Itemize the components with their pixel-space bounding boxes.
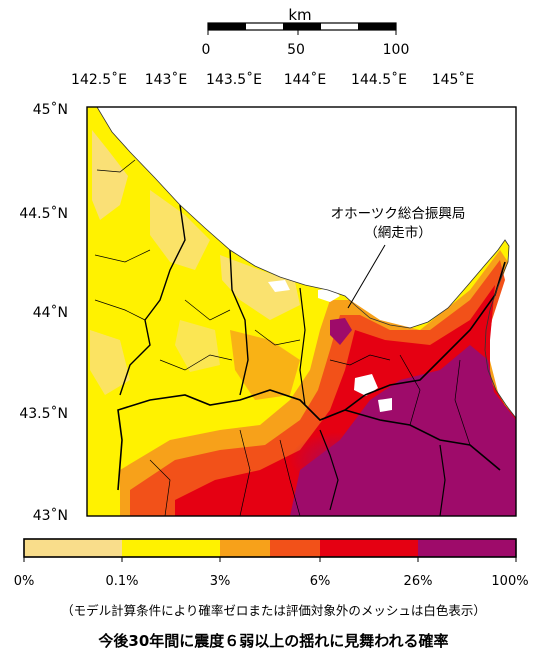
latitude-label: 44˚N	[33, 304, 68, 321]
excluded-area	[378, 398, 392, 412]
legend-swatch	[24, 539, 122, 557]
annotation-city-name: （網走市）	[364, 224, 432, 241]
longitude-label: 143.5˚E	[206, 71, 262, 88]
legend-tick-label: 3%	[210, 574, 231, 589]
scale-bar: km 0 50 100	[202, 6, 410, 58]
map-frame	[86, 106, 517, 517]
longitude-label: 145˚E	[432, 71, 475, 88]
longitude-label: 143˚E	[145, 71, 188, 88]
caption-title: 今後30年間に震度６弱以上の揺れに見舞われる確率	[98, 632, 449, 650]
latitude-labels: 45˚N 44.5˚N 44˚N 43.5˚N 43˚N	[19, 101, 68, 524]
scale-bar-segment	[283, 23, 321, 30]
hazard-map	[87, 107, 516, 516]
low-probability-zone	[92, 130, 128, 220]
scale-tick-label: 50	[287, 42, 305, 58]
latitude-label: 44.5˚N	[19, 205, 68, 222]
latitude-label: 45˚N	[33, 101, 68, 118]
legend-tick-label: 100%	[491, 574, 528, 589]
low-probability-zone	[150, 190, 210, 270]
longitude-label: 144˚E	[284, 71, 327, 88]
legend-swatch	[220, 539, 270, 557]
excluded-area	[354, 374, 378, 396]
legend-tick-label: 26%	[404, 574, 433, 589]
maximum-probability-zone	[290, 432, 390, 488]
longitude-label: 142.5˚E	[71, 71, 127, 88]
scale-unit-label: km	[288, 6, 311, 24]
legend-swatch	[122, 539, 220, 557]
longitude-labels: 142.5˚E 143˚E 143.5˚E 144˚E 144.5˚E 145˚…	[71, 71, 474, 88]
legend-tick-label: 0.1%	[105, 574, 138, 589]
legend-frame	[23, 538, 517, 558]
city-annotation: オホーツク総合振興局 （網走市）	[331, 206, 466, 309]
caption-note: （モデル計算条件により確率ゼロまたは評価対象外のメッシュは白色表示）	[61, 603, 486, 618]
scale-bar-segment	[208, 23, 246, 30]
annotation-leader-line	[347, 244, 386, 309]
excluded-area	[318, 288, 340, 302]
scale-bar-segment	[358, 23, 396, 30]
latitude-label: 43.5˚N	[19, 405, 68, 422]
maximum-probability-zone	[330, 318, 352, 345]
low-probability-zone	[90, 330, 130, 395]
latitude-label: 43˚N	[33, 507, 68, 524]
legend-colorbar: 0% 0.1% 3% 6% 26% 100%	[14, 538, 529, 589]
longitude-label: 144.5˚E	[351, 71, 407, 88]
low-probability-zone	[220, 255, 300, 320]
scale-tick-label: 100	[383, 42, 410, 58]
legend-tick-label: 6%	[310, 574, 331, 589]
legend-tick-label: 0%	[14, 574, 35, 589]
legend-swatch	[418, 539, 516, 557]
scale-tick-label: 0	[202, 42, 211, 58]
coastline	[96, 107, 516, 419]
legend-swatch	[320, 539, 418, 557]
excluded-area	[268, 280, 290, 292]
legend-swatch	[270, 539, 320, 557]
annotation-office-name: オホーツク総合振興局	[331, 206, 466, 222]
low-probability-zone	[175, 320, 220, 372]
